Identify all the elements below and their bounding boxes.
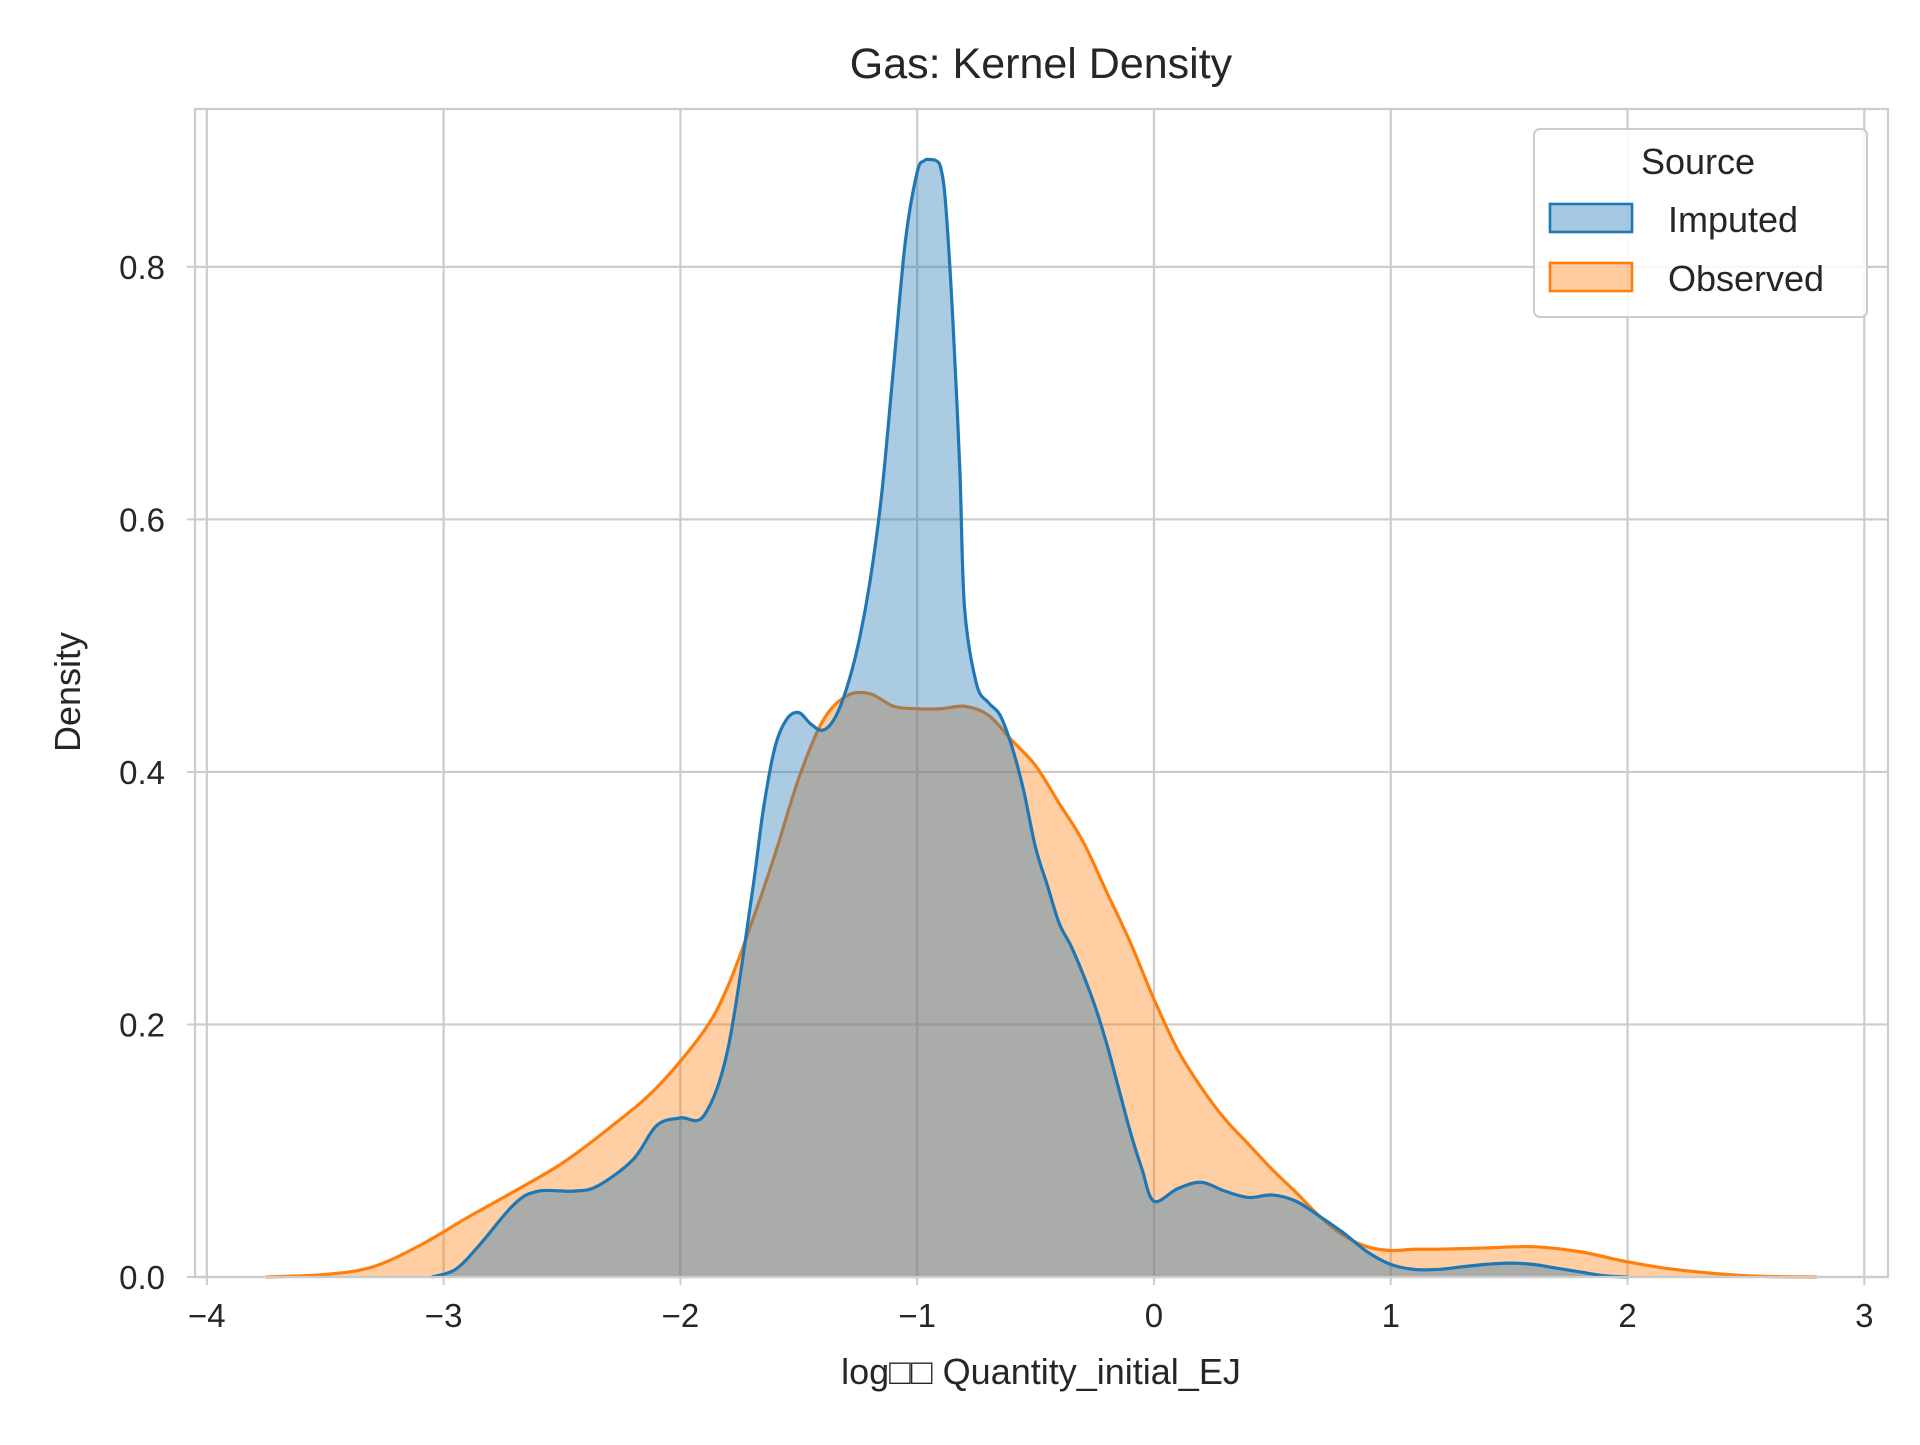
- legend-label-observed: Observed: [1668, 258, 1824, 299]
- chart-title: Gas: Kernel Density: [850, 40, 1233, 88]
- density-line-imputed: [431, 157, 1628, 1279]
- y-tick-label: 0.8: [119, 249, 165, 286]
- x-tick-label: 1: [1382, 1297, 1400, 1334]
- legend-box: [1533, 128, 1868, 318]
- x-tick-label: 0: [1145, 1297, 1163, 1334]
- x-tick-label: −4: [188, 1297, 226, 1334]
- y-tick-label: 0.4: [119, 754, 165, 791]
- y-tick-label: 0.2: [119, 1006, 165, 1043]
- density-line-observed: [265, 690, 1817, 1279]
- density-area-imputed: [431, 159, 1628, 1277]
- legend-swatch-imputed: [1548, 202, 1634, 234]
- x-tick-label: −3: [425, 1297, 463, 1334]
- y-tick-label: 0.0: [119, 1259, 165, 1296]
- axis-ticks: −4 −3 −2 −1 0 1 2 3 0.0 0.2 0.4 0.6 0.8: [119, 249, 1873, 1334]
- x-tick-label: 2: [1618, 1297, 1636, 1334]
- x-tick-label: −1: [898, 1297, 936, 1334]
- legend-swatch-observed: [1548, 261, 1634, 293]
- y-tick-label: 0.6: [119, 501, 165, 538]
- legend: Source Imputed Observed: [1533, 128, 1868, 318]
- plot-frame: [193, 107, 1890, 1279]
- legend-title: Source: [1641, 141, 1755, 182]
- x-axis-label: log□□ Quantity_initial_EJ: [841, 1351, 1241, 1392]
- x-tick-label: 3: [1855, 1297, 1873, 1334]
- y-axis-label: Density: [47, 632, 88, 752]
- legend-label-imputed: Imputed: [1668, 199, 1798, 240]
- density-series: [265, 157, 1817, 1279]
- x-tick-label: −2: [662, 1297, 700, 1334]
- grid-lines: [187, 109, 1888, 1285]
